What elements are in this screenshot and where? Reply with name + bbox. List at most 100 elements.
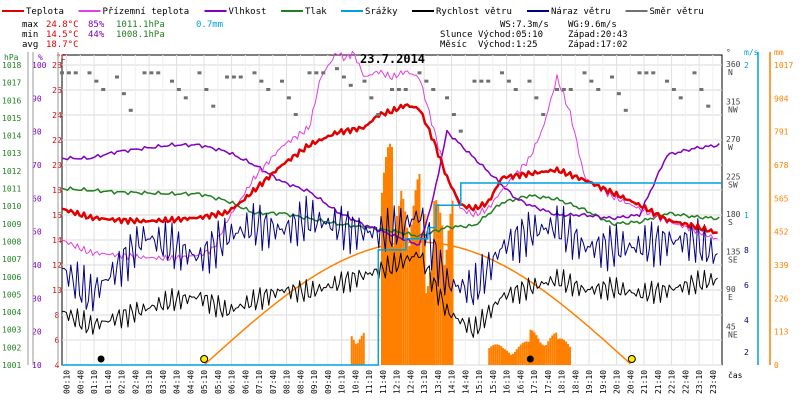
x-tick-label: 17:10 <box>530 370 539 394</box>
x-tick-label: 13:10 <box>420 370 429 394</box>
degc-tick-label: 4 <box>55 361 60 370</box>
wind-direction-mark <box>424 79 429 83</box>
x-tick-label: 21:10 <box>640 370 649 394</box>
x-tick-label: 16:40 <box>516 370 525 394</box>
x-tick-label: 21:40 <box>654 370 663 394</box>
x-axis-label: čas <box>728 370 743 380</box>
degc-tick-label: 28 <box>52 61 62 70</box>
info-block: WS:7.3m/s WG:9.6m/s Slunce Východ:05:10 … <box>440 20 628 50</box>
rain-intensity-bar <box>512 353 514 365</box>
chart-title: 23.7.2014 <box>360 52 425 66</box>
rain-intensity-bar <box>561 338 563 365</box>
ms-axis-label: m/s <box>744 48 759 57</box>
dir-name-label: SW <box>728 181 738 190</box>
wind-direction-mark <box>335 67 339 71</box>
wind-direction-mark <box>60 71 64 75</box>
wind-direction-mark <box>582 71 587 75</box>
wind-direction-mark <box>417 71 422 75</box>
wind-direction-mark <box>479 79 484 83</box>
wind-direction-mark <box>280 79 284 83</box>
ms-tick-label: 2 <box>744 61 749 70</box>
hpa-tick-label: 1008 <box>2 237 21 246</box>
legend-label: Náraz větru <box>551 7 611 17</box>
legend-label: Tlak <box>305 7 327 17</box>
dir-name-label: NE <box>728 331 738 340</box>
mm-tick-label: 904 <box>774 94 789 103</box>
moon-marker <box>526 355 534 363</box>
rain-intensity-bar <box>385 157 387 365</box>
rain-intensity-bar <box>414 190 417 365</box>
x-tick-label: 06:40 <box>241 370 250 394</box>
wind-speed-line <box>62 251 718 338</box>
rain-total-line <box>62 182 722 366</box>
rain-intensity-bar <box>392 246 394 365</box>
info-moon-rise: Východ:1:25 <box>478 40 538 50</box>
stat-avg-label: avg <box>22 40 38 50</box>
axes: 00:10 00:40 01:10 01:40 02:10 02:40 03:10 03:40… <box>2 48 793 394</box>
hpa-tick-label: 1016 <box>2 96 21 105</box>
wind-direction-mark <box>486 79 491 83</box>
ms-tick-label: 8 <box>744 246 749 255</box>
wind-direction-mark <box>115 75 119 79</box>
moon-marker <box>97 355 105 363</box>
rain-intensity-bar <box>402 198 405 365</box>
x-tick-label: 23:40 <box>709 370 718 394</box>
x-tick-label: 18:40 <box>571 370 580 394</box>
x-tick-label: 12:40 <box>406 370 415 394</box>
ms-tick-label: 6 <box>744 281 749 290</box>
info-wg: WG:9.6m/s <box>568 20 617 30</box>
x-tick-label: 05:10 <box>200 370 209 394</box>
wind-direction-mark <box>197 71 202 75</box>
degc-tick-label: 20 <box>52 161 62 170</box>
info-ws: WS:7.3m/s <box>500 20 549 30</box>
wind-direction-mark <box>376 113 381 116</box>
rain-intensity-bar <box>557 338 559 365</box>
wind-direction-mark <box>176 88 181 91</box>
sun-elevation-line <box>203 241 631 366</box>
stat-max-press: 1011.1hPa <box>116 20 165 30</box>
x-tick-label: 22:40 <box>681 370 690 394</box>
dir-tick-label: 135 <box>726 248 741 257</box>
hpa-tick-label: 1011 <box>2 185 21 194</box>
legend-label: Vlhkost <box>229 7 267 17</box>
sun-marker <box>627 355 636 363</box>
stat-max-rain: 0.7mm <box>196 20 223 30</box>
x-tick-label: 05:40 <box>214 370 223 394</box>
wind-direction-mark <box>706 104 711 108</box>
legend-label: Rychlost větru <box>436 7 512 17</box>
wind-direction-mark <box>142 71 147 75</box>
wind-direction-mark <box>348 83 353 87</box>
hpa-tick-label: 1006 <box>2 273 21 282</box>
sun-marker <box>200 355 209 363</box>
rain-intensity-bar <box>416 179 419 365</box>
x-tick-label: 00:10 <box>63 370 72 394</box>
legend-label: Směr větru <box>650 7 704 17</box>
wind-direction-mark <box>307 71 312 75</box>
wind-direction-mark <box>431 88 436 91</box>
rain-intensity-bar <box>502 348 504 365</box>
info-sun-rise: Východ:05:10 <box>478 30 543 40</box>
x-tick-label: 02:10 <box>118 370 127 394</box>
x-tick-label: 09:10 <box>310 370 319 394</box>
x-tick-label: 20:40 <box>626 370 635 394</box>
wind-direction-mark <box>252 71 257 75</box>
rain-intensity-bar <box>553 333 556 365</box>
rain-intensity-bar <box>358 339 361 365</box>
wind-direction-mark <box>665 79 669 83</box>
hpa-tick-label: 1002 <box>2 343 21 352</box>
mm-tick-label: 113 <box>774 328 789 337</box>
wind-direction-mark <box>314 71 319 75</box>
mm-axis-label: mm <box>774 48 784 57</box>
rain-intensity-bar <box>506 350 508 365</box>
dir-axis-label: ° <box>726 48 731 57</box>
legend-label: Přízemní teplota <box>103 7 190 17</box>
mm-tick-label: 0 <box>774 361 779 370</box>
wind-direction-mark <box>541 113 546 116</box>
pct-tick-label: 20 <box>32 328 42 337</box>
rain-intensity-bar <box>354 343 357 365</box>
x-tick-label: 03:10 <box>145 370 154 394</box>
wind-direction-mark <box>513 88 518 91</box>
info-sun-set: Západ:20:43 <box>568 30 628 40</box>
x-tick-label: 01:40 <box>104 370 113 394</box>
wind-direction-mark <box>286 96 291 100</box>
